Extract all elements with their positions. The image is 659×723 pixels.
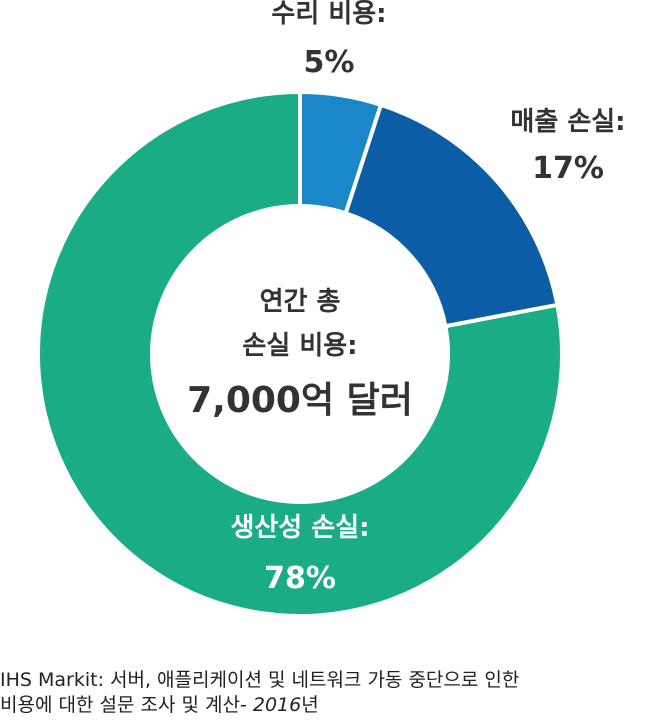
source-line-2-text: 비용에 대한 설문 조사 및 계산-	[0, 694, 253, 716]
slice-value-revenue-loss: 17%	[532, 151, 604, 186]
source-line-1: IHS Markit: 서버, 애플리케이션 및 네트워크 가동 중단으로 인한	[0, 669, 520, 691]
source-year: 2016	[252, 694, 302, 716]
center-text-line-3: 7,000억 달러	[187, 380, 413, 421]
slice-value-productivity-loss: 78%	[264, 561, 336, 596]
slice-label-repair-cost: 수리 비용:	[271, 0, 386, 29]
center-text-line-1: 연간 총	[260, 287, 341, 317]
slice-value-repair-cost: 5%	[304, 45, 355, 80]
center-text-line-2: 손실 비용:	[242, 331, 357, 361]
source-note: IHS Markit: 서버, 애플리케이션 및 네트워크 가동 중단으로 인한…	[0, 668, 659, 718]
source-year-suffix: 년	[301, 694, 319, 716]
slice-label-productivity-loss: 생산성 손실:	[230, 513, 369, 543]
donut-hole	[152, 206, 448, 502]
source-line-2: 비용에 대한 설문 조사 및 계산- 2016년	[0, 693, 659, 718]
center-total-label: 연간 총 손실 비용: 7,000억 달러	[187, 287, 413, 421]
slice-label-revenue-loss: 매출 손실:	[510, 107, 625, 137]
